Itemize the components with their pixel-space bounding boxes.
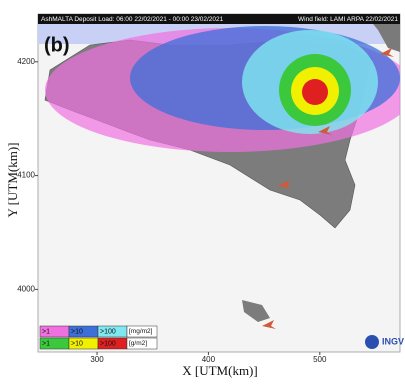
logo-globe xyxy=(365,335,379,349)
x-axis-label: X [UTM(km)] xyxy=(182,363,257,378)
logo: INGV xyxy=(382,336,404,346)
y-axis-label: Y [UTM(km)] xyxy=(5,143,20,218)
legend-unit: [mg/m2] xyxy=(129,328,153,335)
legend-label: >100 xyxy=(100,340,116,347)
panel-label: (b) xyxy=(44,34,70,56)
y-tick-label: 4100 xyxy=(17,171,35,180)
map-figure: (b) AshMALTA Deposit Load: 06:00 22/02/2… xyxy=(0,0,405,385)
legend-label: >100 xyxy=(100,328,116,335)
plume-100g xyxy=(302,79,328,105)
legend-unit: [g/m2] xyxy=(129,340,147,347)
legend-label: >10 xyxy=(71,340,83,347)
x-tick-label: 400 xyxy=(202,355,216,364)
y-tick-label: 4000 xyxy=(17,285,35,294)
y-tick-label: 4200 xyxy=(17,57,35,66)
legend-label: >10 xyxy=(71,328,83,335)
legend-label: >1 xyxy=(42,328,50,335)
x-tick-label: 500 xyxy=(313,355,327,364)
x-tick-label: 300 xyxy=(90,355,104,364)
legend-label: >1 xyxy=(42,340,50,347)
header-left: AshMALTA Deposit Load: 06:00 22/02/2021 … xyxy=(41,16,224,23)
header-right: Wind field: LAMI ARPA 22/02/2021 xyxy=(298,16,398,23)
